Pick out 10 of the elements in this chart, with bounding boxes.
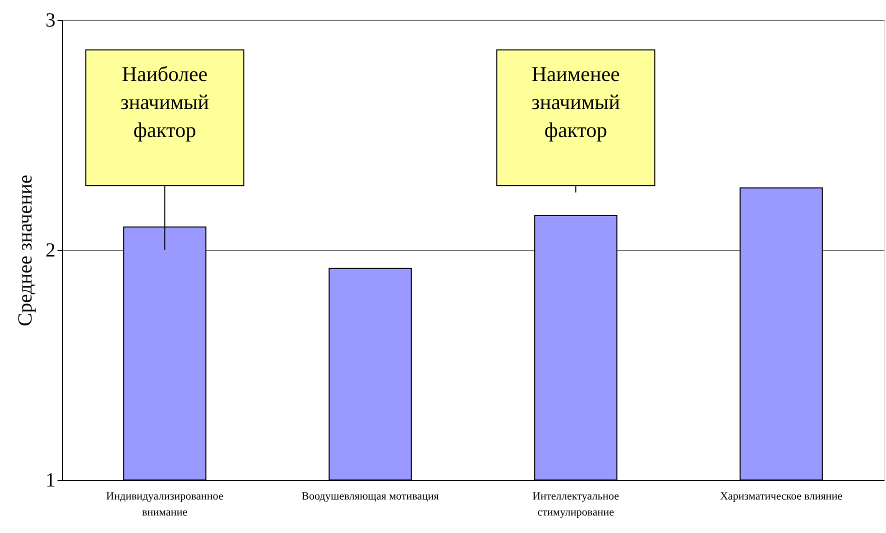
x-tick-label: Харизматическое влияние	[720, 490, 843, 502]
y-tick-label: 2	[46, 240, 56, 262]
y-tick-label: 1	[46, 470, 56, 492]
y-axis-title: Среднее значение	[14, 174, 36, 326]
annotation: Наиболее значимый фактор	[120, 62, 209, 142]
x-tick-label: Интеллектуальное стимулирование	[532, 490, 620, 518]
y-tick-label: 3	[46, 10, 56, 32]
x-tick-label: Воодушевляющая мотивация	[302, 490, 439, 502]
x-tick-label: Индивидуализированное внимание	[106, 490, 224, 518]
annotation: Наименее значимый фактор	[532, 62, 620, 142]
